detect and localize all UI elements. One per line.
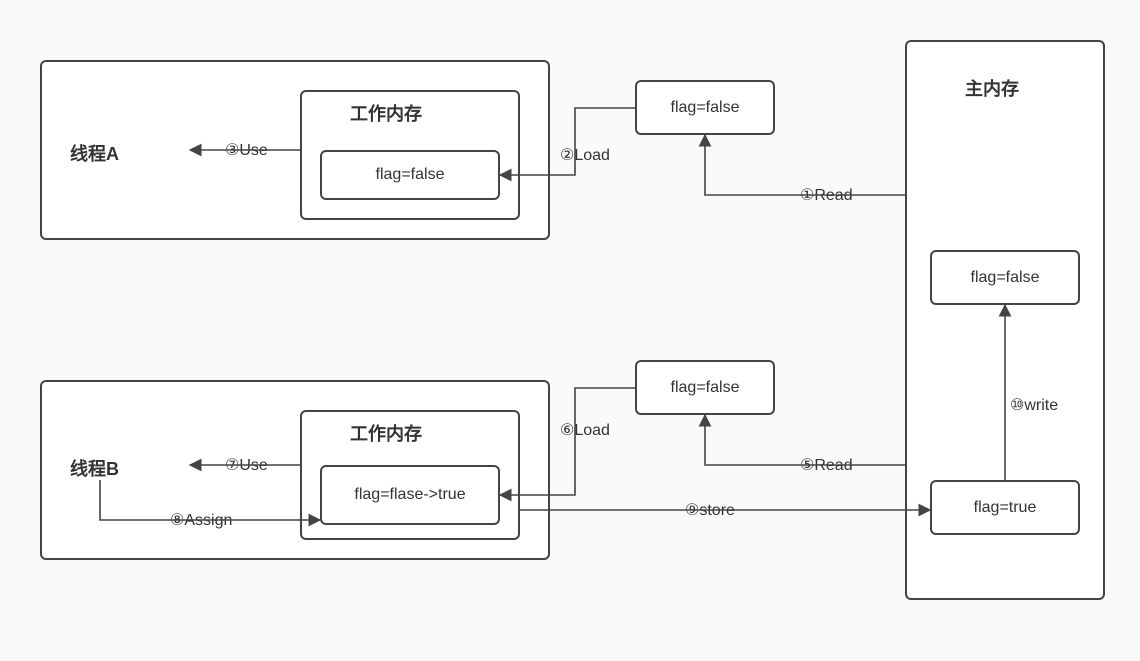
thread-a-cell-text: flag=false bbox=[376, 166, 445, 184]
mainmem-cell2: flag=true bbox=[930, 480, 1080, 535]
thread-b-cell-text: flag=flase->true bbox=[354, 485, 465, 504]
edge-label-9: ⑨store bbox=[685, 500, 735, 520]
edge-label-1: ①Read bbox=[800, 185, 853, 205]
thread-b-workmem-title: 工作内存 bbox=[350, 420, 422, 446]
mainmem-cell1-text: flag=false bbox=[971, 269, 1040, 287]
thread-a-cell: flag=false bbox=[320, 150, 500, 200]
edge-label-2: ②Load bbox=[560, 145, 610, 165]
thread-b-buf-text: flag=false bbox=[671, 379, 740, 397]
mainmem-title: 主内存 bbox=[965, 75, 1019, 101]
edge-label-10: ⑩write bbox=[1010, 395, 1058, 415]
edge-label-3: ③Use bbox=[225, 140, 268, 160]
edge-label-6: ⑥Load bbox=[560, 420, 610, 440]
diagram-canvas: 线程A 工作内存 flag=false flag=false 线程B 工作内存 … bbox=[0, 0, 1140, 661]
thread-b-title: 线程B bbox=[70, 455, 119, 481]
thread-a-buf-text: flag=false bbox=[671, 99, 740, 117]
mainmem-cell1: flag=false bbox=[930, 250, 1080, 305]
edge-label-8: ⑧Assign bbox=[170, 510, 232, 530]
thread-b-buf: flag=false bbox=[635, 360, 775, 415]
edge-label-5: ⑤Read bbox=[800, 455, 853, 475]
mainmem-cell2-text: flag=true bbox=[974, 499, 1037, 517]
edge-label-7: ⑦Use bbox=[225, 455, 268, 475]
thread-b-cell: flag=flase->true bbox=[320, 465, 500, 525]
thread-a-workmem-title: 工作内存 bbox=[350, 100, 422, 126]
thread-a-title: 线程A bbox=[70, 140, 119, 166]
thread-a-buf: flag=false bbox=[635, 80, 775, 135]
